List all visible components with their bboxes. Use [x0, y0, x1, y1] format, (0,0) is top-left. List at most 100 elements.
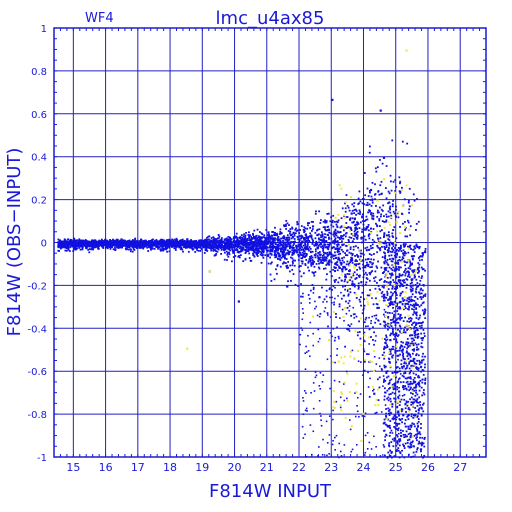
data-point [337, 219, 340, 222]
data-point [378, 386, 381, 389]
data-point [268, 235, 270, 238]
data-point [413, 348, 416, 351]
data-point [341, 257, 343, 260]
data-point [129, 241, 132, 244]
data-point [389, 180, 392, 183]
data-point [128, 246, 131, 249]
data-point [72, 240, 75, 243]
data-point [338, 303, 341, 306]
data-point [391, 391, 394, 394]
data-point [406, 355, 409, 358]
data-point [354, 229, 357, 231]
data-point [74, 248, 77, 251]
data-point [415, 427, 418, 430]
data-point [409, 442, 412, 445]
data-point [421, 339, 424, 342]
data-point [192, 243, 195, 246]
data-point [397, 216, 400, 219]
data-point [402, 385, 405, 387]
data-point [401, 367, 404, 370]
data-point [245, 248, 248, 251]
data-point [332, 233, 335, 236]
data-point [397, 410, 400, 413]
data-point [391, 235, 394, 237]
data-point [286, 249, 289, 252]
data-point [358, 320, 360, 323]
data-point [384, 240, 387, 243]
data-point [149, 247, 152, 250]
data-point [410, 369, 413, 372]
data-point [220, 237, 223, 240]
data-point [361, 216, 363, 219]
data-point [320, 243, 323, 246]
data-point [392, 328, 394, 331]
data-point [394, 324, 397, 327]
data-point [323, 258, 325, 261]
data-point [251, 240, 254, 243]
data-point [260, 237, 263, 240]
data-point [299, 253, 302, 256]
data-point [388, 379, 391, 382]
data-point [307, 266, 309, 269]
data-point [57, 246, 60, 249]
data-point [347, 270, 350, 272]
data-point [93, 239, 96, 242]
data-point [342, 266, 345, 269]
data-point [154, 241, 157, 244]
data-point [396, 423, 399, 425]
data-point [325, 278, 328, 281]
data-point [327, 225, 330, 228]
data-point [391, 345, 394, 348]
data-point [189, 241, 192, 244]
data-point [411, 263, 413, 266]
data-point [391, 438, 394, 441]
data-point [348, 273, 351, 276]
data-point [396, 442, 399, 445]
data-point [252, 232, 254, 235]
data-point [292, 273, 295, 275]
data-point [288, 238, 290, 241]
data-point [396, 349, 399, 352]
data-point [74, 241, 77, 244]
data-point [414, 283, 417, 286]
data-point [284, 247, 287, 250]
data-point [159, 239, 162, 242]
data-point [262, 236, 265, 239]
data-point [374, 167, 377, 170]
data-point [311, 241, 314, 244]
data-point [404, 274, 407, 277]
data-point [393, 251, 396, 254]
data-point [218, 245, 221, 247]
data-point [404, 433, 407, 436]
data-point [282, 253, 285, 256]
data-point [399, 282, 402, 285]
data-point [354, 255, 356, 257]
data-point [397, 321, 400, 324]
data-point [415, 362, 418, 365]
data-point [415, 450, 418, 453]
data-point [361, 241, 363, 244]
data-point [151, 247, 154, 250]
data-point [269, 244, 271, 247]
data-point [239, 254, 242, 256]
data-point [266, 254, 269, 257]
data-point [300, 237, 302, 240]
data-point [393, 384, 396, 387]
data-point [378, 206, 381, 209]
data-point [73, 237, 76, 240]
data-point [408, 211, 410, 214]
data-point [84, 239, 87, 241]
data-point [79, 248, 82, 251]
data-point [340, 248, 343, 251]
data-point [406, 439, 409, 442]
data-point [248, 231, 250, 234]
data-point [348, 209, 351, 212]
data-point [295, 230, 298, 232]
data-point [307, 260, 310, 263]
data-point [329, 251, 332, 254]
data-point [278, 244, 280, 247]
data-point [344, 274, 347, 277]
data-point [267, 236, 270, 239]
data-point [92, 243, 95, 246]
data-point [110, 244, 113, 247]
